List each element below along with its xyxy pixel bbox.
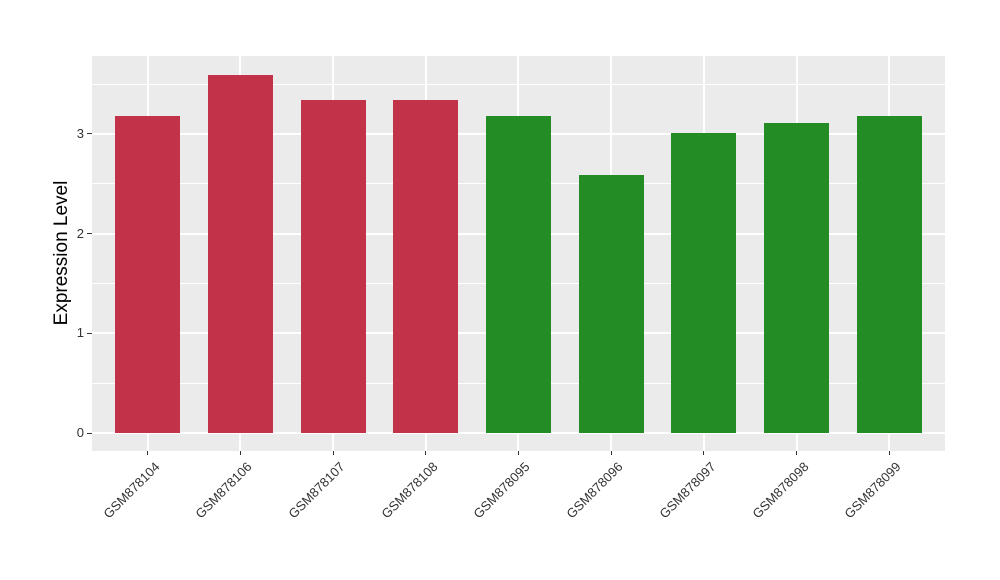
y-axis-title: Expression Level: [51, 180, 72, 326]
x-tick-label: GSM878096: [563, 459, 626, 522]
x-tick-label: GSM878104: [99, 459, 163, 522]
y-tick-mark: [87, 432, 92, 434]
x-tick-mark: [517, 451, 519, 455]
x-tick-label: GSM878097: [656, 459, 719, 522]
x-tick-label: GSM878098: [748, 459, 812, 522]
bar-GSM878106: [207, 75, 273, 433]
x-tick-mark: [425, 451, 427, 455]
x-tick-mark: [239, 451, 241, 455]
bar-GSM878104: [115, 115, 181, 433]
x-tick-label: GSM878099: [841, 459, 904, 522]
x-tick-mark: [703, 451, 705, 455]
x-tick-label: GSM878095: [470, 459, 534, 522]
bar-GSM878098: [764, 122, 829, 433]
y-tick-label: 1: [76, 325, 84, 341]
y-tick-mark: [87, 133, 92, 135]
x-tick-mark: [147, 451, 149, 455]
bar-GSM878108: [393, 100, 459, 433]
bar-GSM878097: [671, 132, 737, 433]
y-tick-label: 2: [76, 225, 84, 241]
y-tick-label: 0: [76, 425, 84, 440]
bar-GSM878099: [856, 115, 922, 433]
x-tick-mark: [610, 451, 612, 455]
y-tick-mark: [87, 332, 92, 334]
plot-panel: [92, 56, 945, 451]
x-tick-mark: [332, 451, 334, 455]
x-tick-mark: [796, 451, 797, 455]
bar-GSM878096: [578, 174, 644, 433]
bar-GSM878095: [485, 115, 551, 433]
x-tick-label: GSM878106: [192, 459, 255, 522]
x-tick-label: GSM878108: [378, 459, 441, 522]
x-tick-mark: [888, 451, 890, 455]
y-tick-label: 3: [76, 125, 84, 141]
x-tick-label: GSM878107: [285, 459, 348, 522]
bar-GSM878107: [300, 100, 366, 433]
y-tick-mark: [87, 233, 92, 235]
